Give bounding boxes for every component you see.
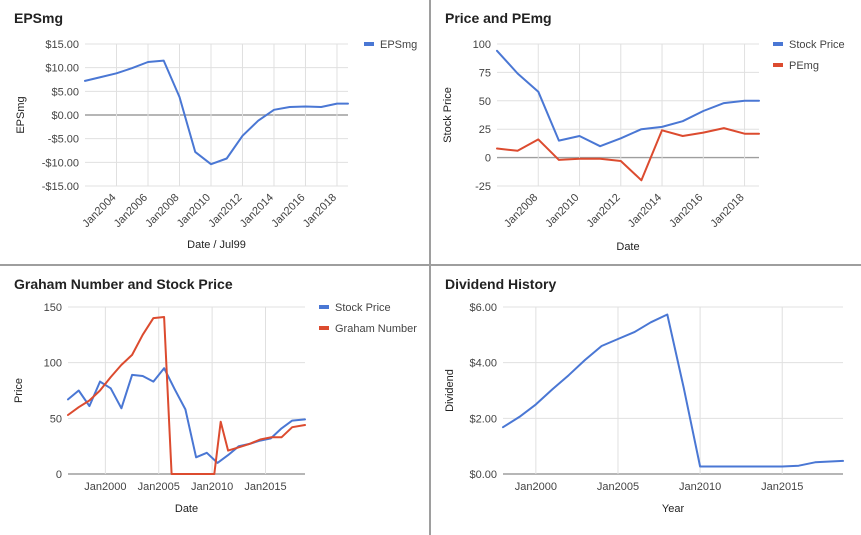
y-axis-title: Price — [13, 378, 25, 403]
y-tick-label: -25 — [475, 181, 491, 193]
x-tick-label: Jan2014 — [238, 192, 276, 230]
y-tick-label: 150 — [44, 302, 62, 314]
x-tick-label: Jan2008 — [143, 192, 181, 230]
grid-divider-horizontal — [0, 264, 861, 266]
y-tick-label: $2.00 — [469, 413, 497, 425]
x-tick-label: Jan2014 — [626, 192, 664, 230]
price-pemg-chart-panel: Price and PEmg 100 75 50 25 0 -25 Jan2008 Jan20… — [431, 0, 861, 264]
y-axis-title: Dividend — [444, 369, 456, 412]
x-tick-label: Jan2006 — [112, 192, 150, 230]
chart-title: EPSmg — [14, 10, 64, 26]
chart-svg: $6.00 $4.00 $2.00 $0.00 Jan2000 Jan2005 Jan201… — [444, 302, 844, 515]
y-tick-label: $15.00 — [45, 39, 79, 51]
series-line — [67, 316, 306, 475]
y-tick-label: 50 — [50, 413, 62, 425]
legend-swatch — [364, 42, 374, 46]
x-tick-label: Jan2008 — [502, 192, 540, 230]
legend-label: EPSmg — [380, 39, 417, 51]
chart-title: Dividend History — [445, 276, 557, 292]
legend-swatch — [319, 326, 329, 330]
y-tick-label: -$15.00 — [42, 181, 79, 193]
x-tick-label: Jan2010 — [543, 192, 581, 230]
series-line — [84, 59, 349, 166]
legend-swatch — [319, 305, 329, 309]
dividend-history-chart-panel: Dividend History $6.00 $4.00 $2.00 $0.00 Jan… — [431, 266, 861, 535]
chart-title: Graham Number and Stock Price — [14, 276, 233, 292]
x-tick-label: Jan2005 — [597, 481, 639, 493]
chart-title: Price and PEmg — [445, 10, 552, 26]
y-axis-title: Stock Price — [442, 87, 454, 143]
y-tick-label: $10.00 — [45, 63, 79, 75]
legend-label: Stock Price — [335, 302, 391, 314]
y-tick-label: $0.00 — [51, 110, 79, 122]
grid-divider-vertical — [429, 0, 431, 535]
x-tick-label: Jan2018 — [708, 192, 746, 230]
x-tick-label: Jan2005 — [138, 481, 180, 493]
series-line — [502, 313, 844, 468]
x-axis-title: Year — [662, 503, 685, 515]
legend-swatch — [773, 63, 783, 67]
y-tick-label: -$5.00 — [48, 134, 79, 146]
epsmg-chart-panel: EPSmg $15.00 $10.00 $5.00 $0.00 -$5.00 -$10.0… — [0, 0, 429, 264]
x-tick-label: Jan2016 — [667, 192, 705, 230]
chart-svg: 150 100 50 0 Jan2000 Jan2005 Jan2010 Jan2015 Dat… — [13, 302, 417, 515]
y-tick-label: -$10.00 — [42, 157, 79, 169]
y-tick-label: $5.00 — [51, 86, 79, 98]
x-tick-label: Jan2018 — [301, 192, 339, 230]
x-tick-label: Jan2004 — [80, 192, 118, 230]
series-line — [496, 49, 760, 148]
x-tick-label: Jan2012 — [206, 192, 244, 230]
y-tick-label: 100 — [44, 358, 62, 370]
x-tick-label: Jan2000 — [84, 481, 126, 493]
x-tick-label: Jan2000 — [515, 481, 557, 493]
y-tick-label: 75 — [479, 67, 491, 79]
x-axis-title: Date / Jul99 — [187, 239, 246, 251]
x-tick-label: Jan2016 — [269, 192, 307, 230]
y-tick-label: 25 — [479, 124, 491, 136]
legend-label: PEmg — [789, 60, 819, 72]
x-tick-label: Jan2012 — [585, 192, 623, 230]
x-tick-label: Jan2010 — [679, 481, 721, 493]
legend-label: Graham Number — [335, 323, 417, 335]
x-tick-label: Jan2015 — [244, 481, 286, 493]
y-tick-label: $6.00 — [469, 302, 497, 314]
y-tick-label: 0 — [56, 469, 62, 481]
x-tick-label: Jan2015 — [761, 481, 803, 493]
graham-number-chart-panel: Graham Number and Stock Price 150 100 50 0 J… — [0, 266, 429, 535]
y-tick-label: 100 — [473, 39, 491, 51]
y-tick-label: 0 — [485, 153, 491, 165]
y-tick-label: 50 — [479, 96, 491, 108]
y-tick-label: $4.00 — [469, 358, 497, 370]
series-line — [67, 367, 306, 464]
legend-swatch — [773, 42, 783, 46]
series-line — [496, 127, 760, 182]
x-axis-title: Date — [616, 241, 639, 253]
legend-label: Stock Price — [789, 39, 845, 51]
y-axis-title: EPSmg — [15, 96, 27, 133]
y-tick-label: $0.00 — [469, 469, 497, 481]
chart-svg: $15.00 $10.00 $5.00 $0.00 -$5.00 -$10.00 -$15.… — [15, 39, 417, 251]
x-tick-label: Jan2010 — [175, 192, 213, 230]
x-axis-title: Date — [175, 503, 198, 515]
x-tick-label: Jan2010 — [191, 481, 233, 493]
